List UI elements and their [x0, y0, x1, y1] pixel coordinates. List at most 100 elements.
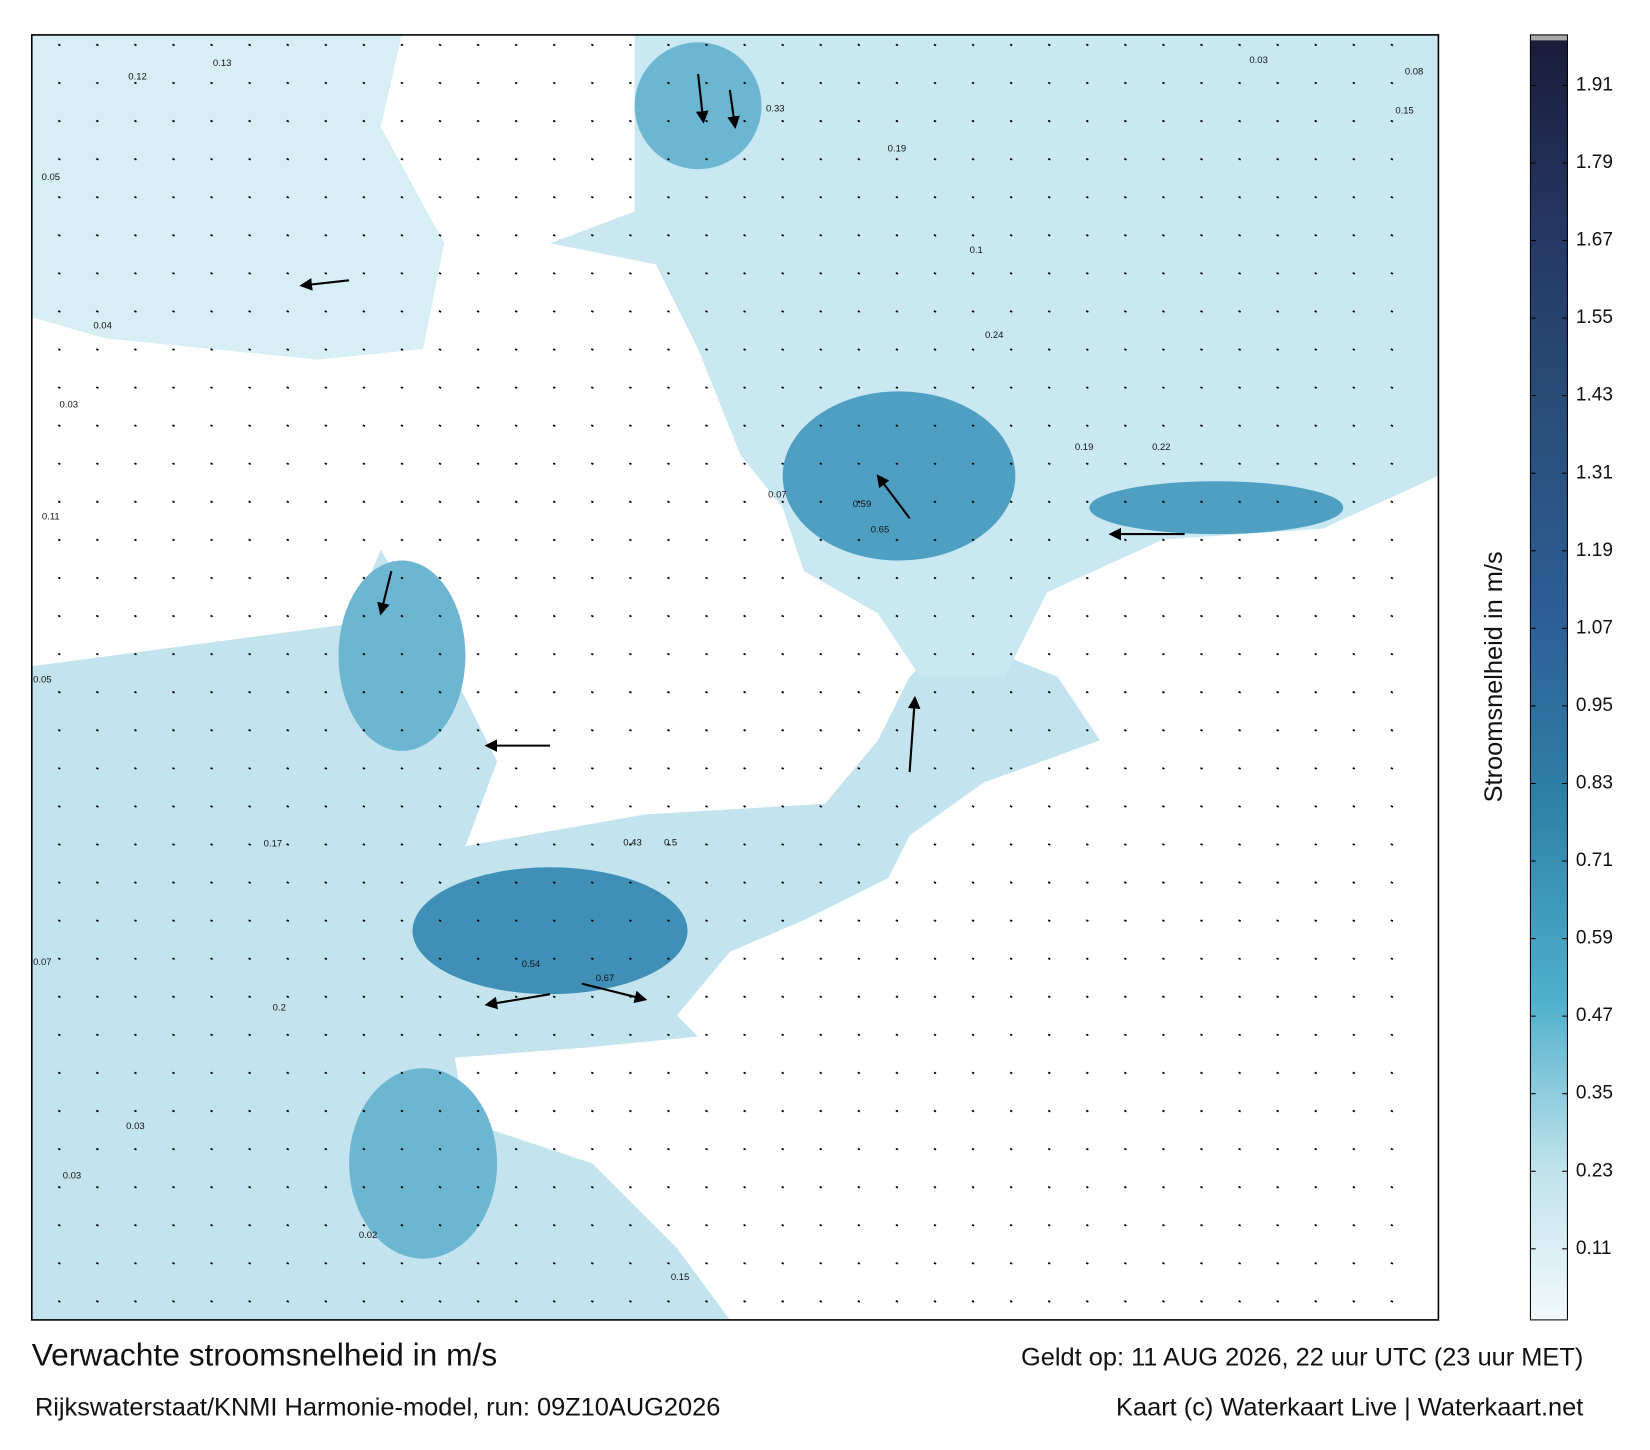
flow-dot: [95, 919, 99, 922]
flow-dot: [1085, 919, 1089, 922]
flow-dot: [895, 157, 899, 161]
speed-label: 0.65: [871, 524, 890, 535]
flow-dot: [895, 1300, 899, 1303]
colorbar-tick-label: 1.43: [1576, 385, 1613, 406]
flow-dot: [1085, 576, 1089, 580]
flow-dot: [1352, 843, 1356, 846]
flow-dot: [743, 348, 747, 351]
flow-dot: [133, 500, 137, 504]
flow-dot: [1238, 1147, 1242, 1151]
flow-dot: [781, 119, 785, 123]
flow-dot: [95, 1262, 99, 1265]
flow-dot: [1314, 767, 1318, 770]
flow-dot: [400, 729, 404, 732]
flow-dot: [133, 462, 137, 466]
flow-dot: [1276, 652, 1280, 656]
flow-dot: [628, 1223, 632, 1227]
flow-dot: [324, 919, 328, 922]
flow-dot: [628, 424, 632, 427]
flow-dot: [819, 500, 823, 504]
flow-dot: [895, 1071, 899, 1075]
flow-dot: [133, 195, 137, 199]
flow-dot: [476, 652, 480, 656]
flow-dot: [857, 272, 861, 275]
flow-dot: [1085, 843, 1089, 846]
flow-dot: [324, 500, 328, 504]
flow-dot: [1047, 119, 1051, 123]
flow-dot: [286, 157, 290, 161]
flow-dot: [1047, 1147, 1051, 1151]
flow-dot: [1047, 348, 1051, 351]
current-zone: [782, 391, 1016, 561]
flow-dot: [1314, 995, 1318, 999]
flow-dot: [971, 614, 975, 618]
flow-dot: [705, 81, 708, 85]
flow-dot: [971, 652, 975, 656]
flow-dot: [628, 386, 632, 389]
flow-dot: [781, 1033, 785, 1037]
flow-dot: [210, 1262, 214, 1265]
flow-dot: [781, 195, 785, 199]
flow-dot: [1200, 272, 1203, 275]
flow-dot: [667, 310, 670, 313]
flow-dot: [1238, 1071, 1242, 1075]
flow-dot: [248, 614, 252, 618]
flow-dot: [133, 1300, 137, 1303]
flow-dot: [705, 1223, 708, 1227]
flow-dot: [1009, 767, 1013, 770]
flow-dot: [1123, 1300, 1127, 1303]
flow-dot: [362, 1262, 366, 1265]
flow-dot: [1314, 1262, 1318, 1265]
flow-dot: [400, 386, 404, 389]
flow-dot: [1276, 957, 1280, 961]
flow-dot: [476, 767, 480, 770]
flow-dot: [895, 690, 899, 694]
flow-dot: [628, 234, 632, 237]
flow-dot: [1276, 729, 1280, 732]
flow-dot: [1085, 157, 1089, 161]
flow-dot: [95, 767, 99, 770]
flow-dot: [1238, 119, 1242, 123]
flow-dot: [667, 767, 670, 770]
flow-dot: [476, 1109, 480, 1113]
flow-dot: [362, 1223, 366, 1227]
flow-dot: [743, 881, 747, 884]
flow-dot: [1390, 957, 1394, 961]
flow-dot: [57, 424, 61, 427]
flow-dot: [857, 957, 861, 961]
flow-dot: [1085, 652, 1089, 656]
flow-dot: [57, 272, 61, 275]
flow-dot: [324, 995, 328, 999]
flow-dot: [514, 805, 518, 808]
flow-dot: [210, 1071, 214, 1075]
flow-dot: [172, 119, 175, 123]
flow-dot: [1085, 424, 1089, 427]
flow-dot: [133, 690, 137, 694]
flow-dot: [95, 1109, 99, 1113]
flow-dot: [1123, 767, 1127, 770]
flow-dot: [514, 1033, 518, 1037]
flow-dot: [1390, 386, 1394, 389]
flow-dot: [705, 538, 708, 542]
flow-dot: [628, 957, 632, 961]
speed-label: 0.2: [273, 1002, 286, 1013]
flow-dot: [552, 1109, 556, 1113]
flow-dot: [1352, 1223, 1356, 1227]
flow-dot: [476, 1300, 480, 1303]
flow-dot: [1238, 1223, 1242, 1227]
flow-dot: [1390, 1185, 1394, 1189]
flow-dot: [438, 119, 442, 123]
flow-dot: [1009, 424, 1013, 427]
flow-dot: [57, 119, 61, 123]
flow-dot: [133, 1262, 137, 1265]
flow-dot: [400, 272, 404, 275]
flow-dot: [1009, 234, 1013, 237]
flow-dot: [210, 805, 214, 808]
colorbar-cap: [1530, 34, 1568, 41]
flow-dot: [57, 1300, 61, 1303]
flow-dot: [1123, 995, 1127, 999]
flow-dot: [933, 1185, 937, 1189]
flow-dot: [1352, 1071, 1356, 1075]
flow-dot: [248, 81, 252, 85]
flow-dot: [476, 1185, 480, 1189]
